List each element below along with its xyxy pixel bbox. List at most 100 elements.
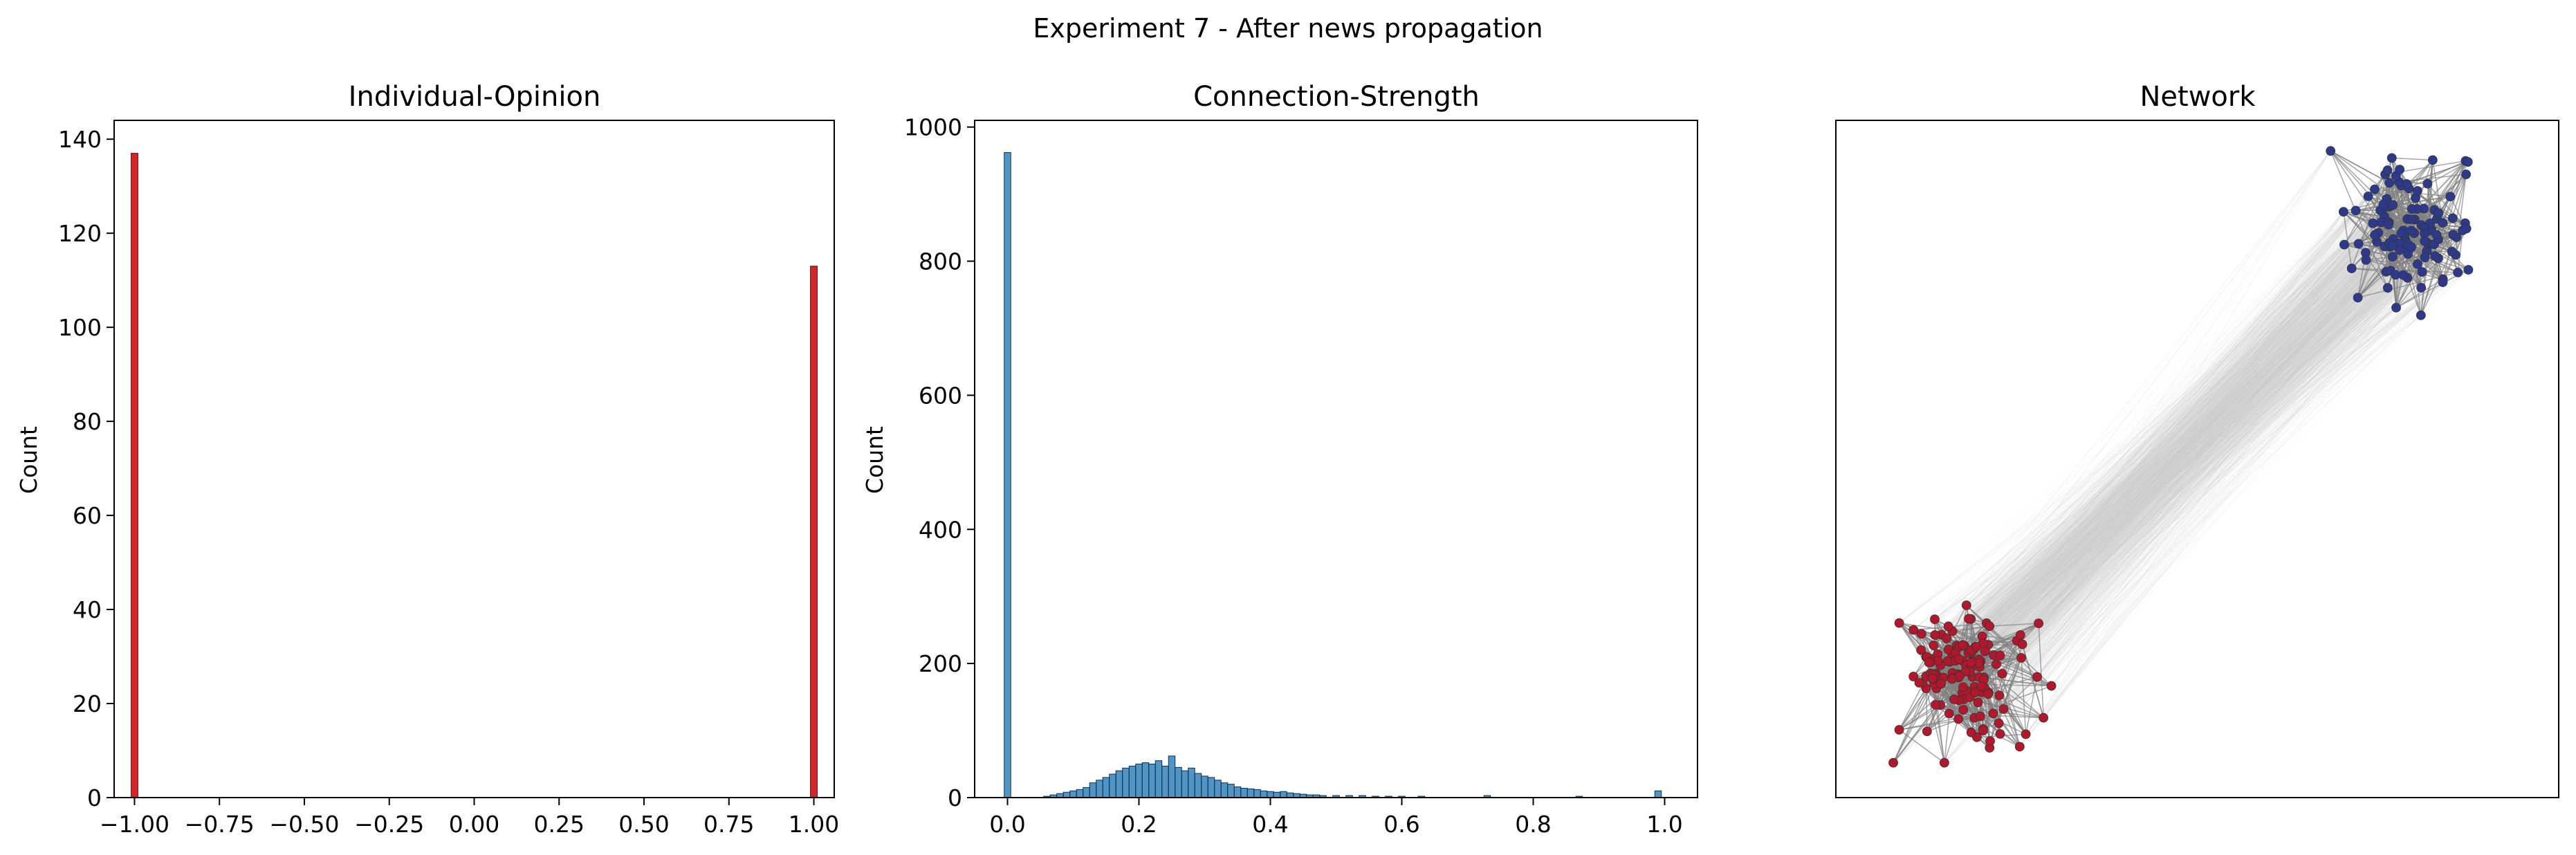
cross-edge <box>1940 239 2439 666</box>
cross-edge <box>1980 224 2389 717</box>
cross-edge <box>1983 184 2408 681</box>
cross-edge <box>1958 219 2412 678</box>
cross-edge <box>1959 259 2366 647</box>
network-node <box>2391 302 2401 313</box>
cross-edge <box>1932 223 2373 679</box>
cross-edge <box>1932 160 2434 679</box>
cross-edge <box>1933 174 2386 675</box>
cross-edge <box>1934 221 2382 620</box>
cross-edge <box>1959 245 2393 676</box>
cross-edge <box>1935 185 2402 689</box>
cross-edge <box>1983 206 2390 678</box>
cross-edge <box>1955 239 2406 661</box>
cross-edge <box>1921 258 2439 634</box>
cross-edge <box>1971 228 2425 662</box>
cross-edge <box>1933 224 2389 646</box>
cross-edge <box>1971 234 2454 663</box>
cross-edge <box>2002 282 2443 674</box>
cross-edge <box>1979 315 2422 668</box>
network-node <box>1976 681 1987 692</box>
network-node <box>1931 699 1941 710</box>
cross-edge <box>1978 243 2400 703</box>
cross-edge <box>1996 250 2427 665</box>
cross-edge <box>2019 218 2454 747</box>
cross-edge <box>1937 184 2408 654</box>
cross-edge <box>1926 264 2418 658</box>
cross-edge <box>1971 223 2431 654</box>
cross-edge <box>1974 232 2415 693</box>
cross-edge <box>1935 199 2387 689</box>
cross-edge <box>1989 230 2412 748</box>
cross-edge <box>1988 239 2394 645</box>
network-node <box>2447 246 2457 257</box>
cross-edge <box>2016 216 2385 641</box>
cross-edge <box>1951 181 2400 679</box>
cross-edge <box>1959 184 2408 676</box>
cross-edge <box>1971 282 2443 654</box>
network-node <box>1954 654 1964 664</box>
cross-edge <box>1971 190 2418 654</box>
y-tick-label: 1000 <box>904 114 962 141</box>
cross-edge <box>1926 223 2466 689</box>
cross-edge <box>1980 219 2408 662</box>
cross-edge <box>1952 222 2389 632</box>
cross-edge <box>1942 221 2382 678</box>
cross-edge <box>1963 258 2439 700</box>
cross-edge <box>1982 150 2331 730</box>
cross-edge <box>1959 255 2456 647</box>
cross-edge <box>1971 250 2427 654</box>
cross-edge <box>1968 183 2428 654</box>
network-node <box>2416 310 2426 320</box>
cross-edge <box>1935 241 2425 706</box>
cross-edge <box>1982 150 2331 644</box>
cross-edge <box>1955 239 2406 654</box>
cross-edge <box>1958 243 2359 660</box>
cross-edge <box>1978 251 2452 663</box>
cross-edge <box>1962 184 2408 693</box>
cross-edge <box>1932 256 2393 679</box>
cross-edge <box>1934 271 2422 685</box>
cross-edge <box>1998 244 2409 724</box>
cross-edge <box>1940 246 2385 706</box>
cross-edge <box>1956 229 2432 646</box>
cross-edge <box>1971 275 2404 733</box>
cross-edge <box>1922 230 2412 683</box>
cross-edge <box>1992 196 2369 714</box>
network-node <box>2032 672 2042 682</box>
strength-bar <box>1062 791 1071 798</box>
cross-edge <box>1937 256 2393 654</box>
cross-edge <box>1987 287 2422 695</box>
cross-edge <box>1975 233 2425 647</box>
cross-edge <box>1959 275 2404 677</box>
cross-edge <box>2043 287 2422 718</box>
cross-edge <box>1982 230 2431 730</box>
cross-edge <box>1946 246 2391 639</box>
network-node <box>2461 223 2472 234</box>
cross-edge <box>1933 297 2358 675</box>
network-node <box>2339 239 2349 250</box>
cross-edge <box>1968 241 2425 654</box>
cross-edge <box>1955 239 2394 654</box>
cross-edge <box>2016 230 2463 641</box>
cross-edge <box>1937 196 2368 654</box>
network-node <box>1944 708 1954 719</box>
y-tick-label: 800 <box>919 248 962 275</box>
cross-edge <box>1998 219 2412 696</box>
cross-edge <box>1981 307 2397 693</box>
cross-edge <box>1932 243 2435 679</box>
strength-y-axis-label: Count <box>861 426 888 494</box>
cross-edge <box>1959 206 2390 647</box>
strength-bar <box>1253 789 1261 798</box>
cross-edge <box>1899 256 2393 624</box>
cross-edge <box>1938 184 2408 661</box>
cross-edge <box>2038 174 2386 624</box>
cross-edge <box>1930 233 2402 663</box>
cross-edge <box>1982 183 2428 730</box>
cross-edge <box>1968 233 2425 619</box>
cross-edge <box>2020 219 2412 636</box>
cross-edge <box>1944 233 2402 763</box>
cross-edge <box>1978 257 2425 663</box>
cross-edge <box>1913 243 2400 677</box>
cross-edge <box>1952 256 2393 632</box>
cross-edge <box>1984 185 2402 689</box>
